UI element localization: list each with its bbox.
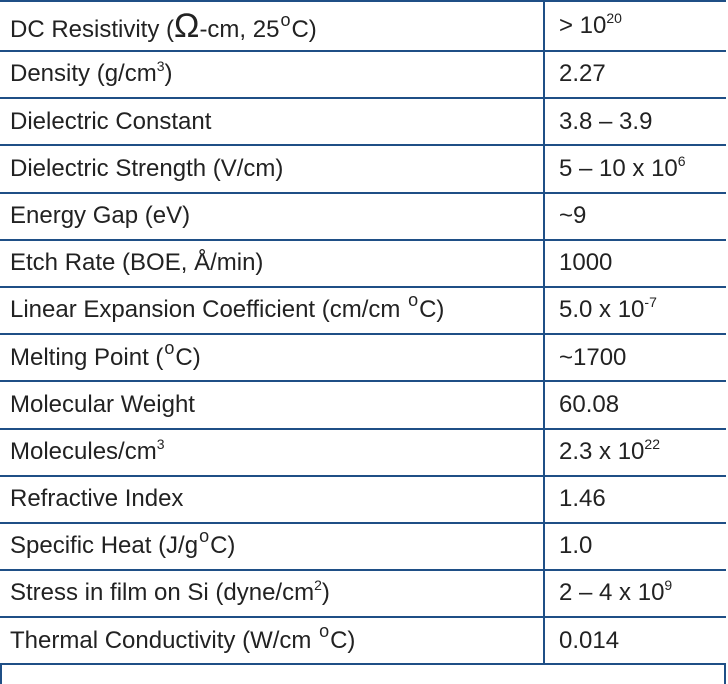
prop-text: Energy Gap (eV): [10, 201, 191, 229]
prop-text: C): [210, 532, 236, 560]
property-value: 2.27: [543, 49, 726, 100]
table-row: Density (g/cm3) 2.27: [0, 49, 726, 100]
property-name: Refractive Index: [0, 474, 544, 524]
exponent: 22: [644, 435, 660, 452]
prop-text: C): [175, 343, 201, 371]
value-text: 2 – 4 x 10: [559, 579, 665, 607]
prop-text: Melting Point (: [10, 343, 164, 371]
value-text: 2.27: [559, 60, 606, 88]
prop-text: Specific Heat (J/g: [10, 532, 199, 560]
prop-text: Dielectric Strength (V/cm): [10, 154, 284, 182]
property-name: Thermal Conductivity (W/cm oC): [0, 616, 544, 666]
property-name: Dielectric Strength (V/cm): [0, 144, 544, 194]
property-value: ~1700: [543, 333, 726, 383]
property-name: Energy Gap (eV): [0, 191, 544, 241]
value-text: ~9: [559, 201, 587, 229]
prop-text: Linear Expansion Coefficient (cm/cm: [10, 296, 408, 324]
table-row: Specific Heat (J/goC) 1.0: [0, 521, 726, 572]
prop-text: Stress in film on Si (dyne/cm: [10, 579, 315, 607]
value-text: > 10: [559, 11, 607, 39]
property-value: 1.0: [543, 521, 726, 572]
table-row: Etch Rate (BOE, Å/min) 1000: [0, 238, 726, 288]
prop-text: ): [164, 60, 173, 88]
value-text: 0.014: [559, 626, 620, 654]
degree-symbol: o: [408, 290, 419, 311]
exponent: 3: [156, 58, 165, 75]
prop-text: C): [291, 15, 317, 43]
degree-symbol: o: [164, 337, 175, 358]
exponent: -7: [644, 294, 657, 311]
table-row: Linear Expansion Coefficient (cm/cm oC) …: [0, 285, 726, 336]
table-row: Molecules/cm3 2.3 x 1022: [0, 427, 726, 477]
property-value: 3.8 – 3.9: [543, 97, 726, 147]
property-value: 5 – 10 x 106: [543, 144, 726, 194]
ohm-symbol: Ω: [174, 6, 200, 45]
property-name: Molecular Weight: [0, 380, 544, 430]
property-value: 0.014: [543, 616, 726, 666]
exponent: 6: [677, 152, 686, 169]
degree-symbol: o: [280, 9, 291, 30]
prop-text: Refractive Index: [10, 485, 184, 513]
table-row: Dielectric Strength (V/cm) 5 – 10 x 106: [0, 144, 726, 194]
value-text: 1.46: [559, 485, 606, 513]
exponent: 9: [664, 577, 673, 594]
properties-table: DC Resistivity (Ω-cm, 25oC) > 1020 Densi…: [0, 0, 726, 666]
table-row: Melting Point (oC) ~1700: [0, 333, 726, 383]
property-name: Dielectric Constant: [0, 97, 544, 147]
property-value: 2.3 x 1022: [543, 427, 726, 477]
value-text: 60.08: [559, 390, 620, 418]
table-row: Thermal Conductivity (W/cm oC) 0.014: [0, 616, 726, 666]
prop-text: Thermal Conductivity (W/cm: [10, 626, 319, 654]
property-name: Stress in film on Si (dyne/cm2): [0, 569, 544, 619]
property-name: Molecules/cm3: [0, 427, 544, 477]
table-row: DC Resistivity (Ω-cm, 25oC) > 1020: [0, 0, 726, 52]
property-value: 60.08: [543, 380, 726, 430]
degree-symbol: o: [319, 620, 330, 641]
prop-text: Molecules/cm: [10, 437, 157, 465]
prop-text: ): [321, 579, 330, 607]
value-text: 2.3 x 10: [559, 437, 645, 465]
property-name: DC Resistivity (Ω-cm, 25oC): [0, 0, 544, 52]
prop-text: C): [419, 296, 445, 324]
prop-text: Molecular Weight: [10, 390, 195, 418]
property-name: Specific Heat (J/goC): [0, 521, 544, 572]
prop-text: DC Resistivity (: [10, 15, 175, 43]
value-text: 5.0 x 10: [559, 296, 645, 324]
prop-text: Dielectric Constant: [10, 107, 212, 135]
degree-symbol: o: [199, 526, 210, 547]
table-row: Molecular Weight 60.08: [0, 380, 726, 430]
prop-text: C): [330, 626, 356, 654]
property-name: Melting Point (oC): [0, 333, 544, 383]
exponent: 3: [156, 435, 165, 452]
property-value: 1000: [543, 238, 726, 288]
property-name: Density (g/cm3): [0, 49, 544, 100]
prop-text: Etch Rate (BOE, Å/min): [10, 249, 264, 277]
prop-text: Density (g/cm: [10, 60, 157, 88]
property-value: ~9: [543, 191, 726, 241]
table-row: Refractive Index 1.46: [0, 474, 726, 524]
value-text: 5 – 10 x 10: [559, 154, 678, 182]
table-row: Energy Gap (eV) ~9: [0, 191, 726, 241]
value-text: 3.8 – 3.9: [559, 107, 653, 135]
value-text: 1000: [559, 249, 613, 277]
property-value: 1.46: [543, 474, 726, 524]
property-value: 5.0 x 10-7: [543, 285, 726, 336]
table-row: Stress in film on Si (dyne/cm2) 2 – 4 x …: [0, 569, 726, 619]
property-name: Linear Expansion Coefficient (cm/cm oC): [0, 285, 544, 336]
value-text: ~1700: [559, 343, 627, 371]
table-row: Dielectric Constant 3.8 – 3.9: [0, 97, 726, 147]
property-value: 2 – 4 x 109: [543, 569, 726, 619]
exponent: 2: [314, 577, 322, 594]
property-name: Etch Rate (BOE, Å/min): [0, 238, 544, 288]
property-value: > 1020: [543, 0, 726, 52]
exponent: 20: [606, 9, 622, 26]
prop-text: -cm, 25: [199, 15, 280, 43]
value-text: 1.0: [559, 532, 593, 560]
